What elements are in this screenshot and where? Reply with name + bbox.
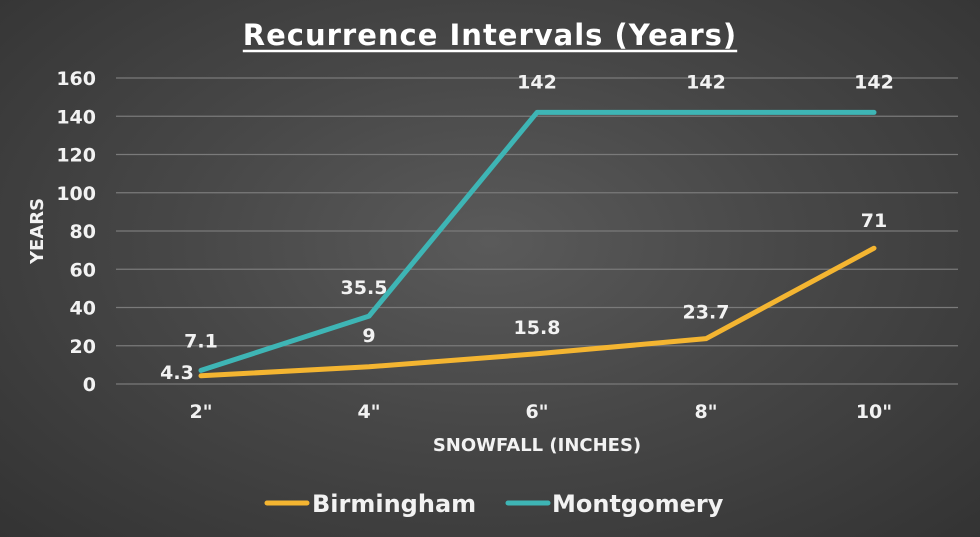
x-tick-label: 10" bbox=[856, 401, 892, 423]
legend: Birmingham Montgomery bbox=[264, 490, 724, 518]
x-tick-label: 8" bbox=[694, 401, 717, 423]
legend-item-montgomery: Montgomery bbox=[505, 490, 724, 518]
data-labels: 4.3 9 15.8 23.7 71 7.1 35.5 142 142 142 bbox=[160, 71, 894, 383]
data-label-montgomery: 142 bbox=[854, 71, 894, 93]
series-lines bbox=[198, 109, 877, 379]
data-label-montgomery: 142 bbox=[517, 71, 557, 93]
legend-label: Montgomery bbox=[552, 490, 724, 518]
data-label-montgomery: 7.1 bbox=[184, 330, 218, 352]
series-line-birmingham bbox=[198, 245, 877, 379]
y-axis-title: YEARS bbox=[27, 198, 48, 265]
legend-label: Birmingham bbox=[312, 490, 476, 518]
y-tick-label: 160 bbox=[56, 68, 96, 90]
data-label-birmingham: 15.8 bbox=[514, 317, 561, 339]
x-tick-label: 6" bbox=[525, 401, 548, 423]
chart-title: Recurrence Intervals (Years) bbox=[243, 18, 737, 52]
x-tick-label: 2" bbox=[189, 401, 212, 423]
y-tick-label: 60 bbox=[70, 259, 96, 281]
y-tick-label: 100 bbox=[56, 183, 96, 205]
data-label-birmingham: 9 bbox=[362, 325, 375, 347]
data-label-birmingham: 4.3 bbox=[160, 362, 194, 384]
y-tick-label: 40 bbox=[70, 298, 96, 320]
x-axis-title: SNOWFALL (INCHES) bbox=[433, 435, 641, 456]
data-label-birmingham: 71 bbox=[861, 210, 887, 232]
y-axis-tick-labels: 0 20 40 60 80 100 120 140 160 bbox=[56, 68, 96, 396]
y-tick-label: 0 bbox=[83, 374, 96, 396]
legend-item-birmingham: Birmingham bbox=[264, 490, 476, 518]
x-axis-tick-labels: 2" 4" 6" 8" 10" bbox=[189, 401, 892, 423]
y-tick-label: 120 bbox=[56, 145, 96, 167]
y-tick-label: 140 bbox=[56, 106, 96, 128]
y-tick-label: 80 bbox=[70, 221, 96, 243]
y-tick-label: 20 bbox=[70, 336, 96, 358]
x-tick-label: 4" bbox=[357, 401, 380, 423]
data-label-birmingham: 23.7 bbox=[683, 302, 730, 324]
data-label-montgomery: 142 bbox=[686, 71, 726, 93]
data-label-montgomery: 35.5 bbox=[341, 277, 388, 299]
